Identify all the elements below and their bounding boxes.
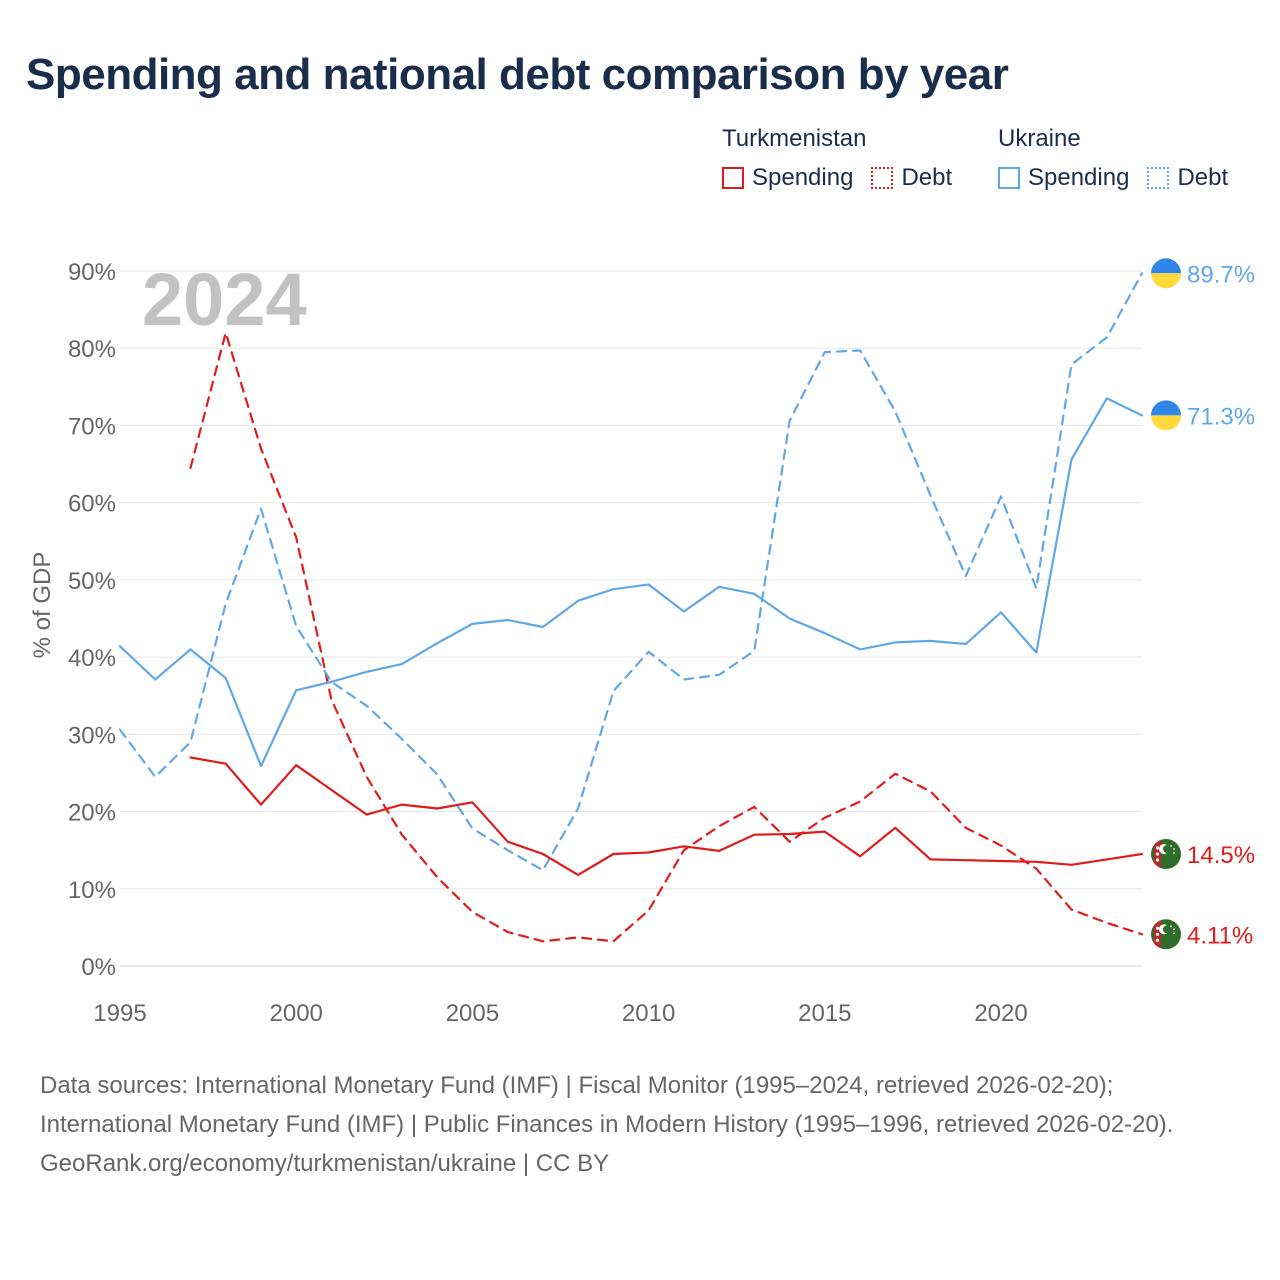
dotted-line-swatch-icon xyxy=(1147,167,1170,189)
y-tick-label: 40% xyxy=(68,645,116,672)
legend-item-label: Debt xyxy=(1177,164,1229,191)
y-tick-label: 0% xyxy=(81,954,116,981)
footer: Data sources: International Monetary Fun… xyxy=(40,1066,1240,1183)
flag-star xyxy=(1173,852,1175,854)
legend-group-ukraine: Ukraine Spending Debt xyxy=(998,122,1246,192)
y-tick-label: 20% xyxy=(68,800,116,827)
x-tick-label: 2015 xyxy=(798,1000,851,1027)
axes: 0% 10% 20% 30% 40% 50% 60% 70% 80% 90% 1995 2000 200… xyxy=(29,259,1028,1027)
flag-crescent xyxy=(1159,924,1167,935)
legend-item-turkmenistan-debt[interactable]: Debt xyxy=(871,164,952,192)
flag-crescent xyxy=(1159,844,1167,854)
y-tick-label: 90% xyxy=(68,259,116,286)
y-tick-label: 30% xyxy=(68,722,116,749)
flag-ornament xyxy=(1155,858,1160,862)
y-tick-label: 10% xyxy=(68,877,116,904)
legend-item-label: Spending xyxy=(752,164,854,191)
ukraine-flag-icon xyxy=(1151,258,1181,289)
legend-group-turkmenistan: Turkmenistan Spending Debt xyxy=(722,122,970,192)
year-overlay: 2024 xyxy=(142,258,307,341)
series-line-turkmenistan-debt xyxy=(189,331,1144,943)
flag-star xyxy=(1173,932,1175,935)
end-value-label: 71.3% xyxy=(1187,403,1255,430)
legend-group-title: Ukraine xyxy=(998,125,1081,152)
x-tick-label: 1995 xyxy=(93,1000,146,1027)
y-axis-label: % of GDP xyxy=(29,552,56,659)
series-line-turkmenistan-spending xyxy=(189,756,1144,877)
flag-star xyxy=(1173,848,1175,850)
flag-bottom-half xyxy=(1151,415,1181,431)
end-markers: 14.5% 4.11% 71.3% 89.7% xyxy=(1151,258,1255,950)
flag-ornament xyxy=(1155,852,1160,856)
flag-star xyxy=(1173,928,1175,931)
legend-item-ukraine-debt[interactable]: Debt xyxy=(1147,164,1228,192)
turkmenistan-flag-icon xyxy=(1151,839,1181,869)
flag-ornament xyxy=(1155,932,1160,936)
end-value-label: 14.5% xyxy=(1187,842,1255,869)
y-tick-label: 60% xyxy=(68,491,116,518)
end-value-label: 4.11% xyxy=(1187,922,1253,949)
ukraine-flag-icon xyxy=(1151,400,1181,431)
legend-item-label: Spending xyxy=(1028,164,1130,191)
flag-top-half xyxy=(1151,258,1181,274)
legend-item-label: Debt xyxy=(901,164,953,191)
legend-item-ukraine-spending[interactable]: Spending xyxy=(998,164,1129,192)
flag-star xyxy=(1170,845,1172,847)
chart-title: Spending and national debt comparison by… xyxy=(26,50,1009,99)
end-value-label: 89.7% xyxy=(1187,261,1255,288)
y-tick-label: 70% xyxy=(68,413,116,440)
series-line-ukraine-debt xyxy=(118,272,1144,872)
solid-line-swatch-icon xyxy=(722,167,744,189)
flag-ornament xyxy=(1155,938,1160,942)
flag-star xyxy=(1170,925,1172,928)
solid-line-swatch-icon xyxy=(998,167,1020,189)
grid-lines xyxy=(120,270,1142,967)
data-sources: Data sources: International Monetary Fun… xyxy=(40,1072,1174,1138)
series-line-ukraine-spending xyxy=(118,397,1144,768)
series-lines xyxy=(118,272,1144,943)
legend-item-turkmenistan-spending[interactable]: Spending xyxy=(722,164,853,192)
legend-group-title: Turkmenistan xyxy=(722,125,867,152)
flag-top-half xyxy=(1151,400,1181,416)
x-tick-label: 2020 xyxy=(974,1000,1027,1027)
x-tick-label: 2010 xyxy=(622,1000,675,1027)
x-tick-label: 2005 xyxy=(446,1000,499,1027)
credit-link[interactable]: GeoRank.org/economy/turkmenistan/ukraine… xyxy=(40,1150,610,1177)
turkmenistan-flag-icon xyxy=(1151,919,1181,950)
y-tick-label: 80% xyxy=(68,336,116,363)
flag-ornament xyxy=(1155,926,1160,930)
y-tick-label: 50% xyxy=(68,568,116,595)
flag-ornament xyxy=(1155,846,1160,850)
line-chart: 0% 10% 20% 30% 40% 50% 60% 70% 80% 90% 1995 2000 200… xyxy=(29,258,1255,1027)
x-tick-label: 2000 xyxy=(270,1000,323,1027)
dotted-line-swatch-icon xyxy=(871,167,894,189)
flag-bottom-half xyxy=(1151,273,1181,289)
